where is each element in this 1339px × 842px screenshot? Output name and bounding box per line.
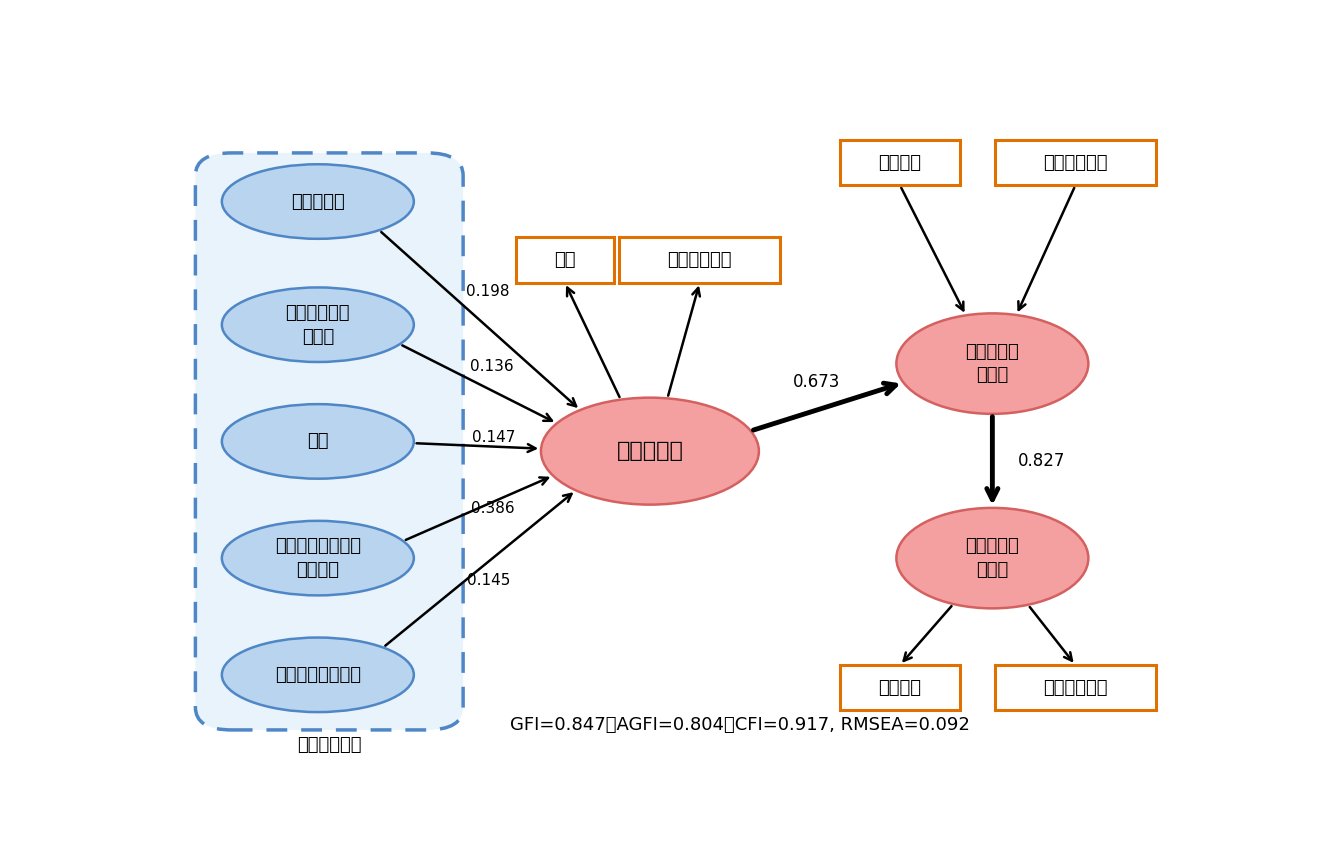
Text: 観戦ロイヤ
ルティ: 観戦ロイヤ ルティ [965, 537, 1019, 579]
Text: 応援推奨意向: 応援推奨意向 [1043, 153, 1107, 172]
Text: 0.147: 0.147 [473, 430, 516, 445]
FancyBboxPatch shape [620, 237, 781, 283]
Text: 0.386: 0.386 [470, 501, 514, 516]
Text: 観戦意向: 観戦意向 [878, 679, 921, 697]
Text: 理想への近さ: 理想への近さ [667, 251, 732, 269]
Text: 0.827: 0.827 [1019, 452, 1066, 470]
FancyBboxPatch shape [995, 665, 1156, 711]
Text: 観戦推奨意向: 観戦推奨意向 [1043, 679, 1107, 697]
Text: 0.198: 0.198 [466, 284, 509, 299]
FancyBboxPatch shape [995, 140, 1156, 185]
FancyBboxPatch shape [516, 237, 615, 283]
Text: 応援意向: 応援意向 [878, 153, 921, 172]
Text: 0.136: 0.136 [470, 360, 513, 374]
Ellipse shape [896, 508, 1089, 609]
Ellipse shape [222, 287, 414, 362]
Text: 満足: 満足 [554, 251, 576, 269]
Ellipse shape [222, 521, 414, 595]
Text: チーム成績: チーム成績 [291, 193, 344, 210]
Ellipse shape [222, 404, 414, 479]
Text: ファンサービス・
地域貢献: ファンサービス・ 地域貢献 [274, 537, 360, 579]
Ellipse shape [222, 637, 414, 712]
FancyBboxPatch shape [195, 153, 463, 730]
Text: 0.673: 0.673 [793, 372, 841, 391]
Text: 総合満足度: 総合満足度 [616, 441, 683, 461]
Text: 球場: 球場 [307, 433, 328, 450]
Text: ユニホーム・ロゴ: ユニホーム・ロゴ [274, 666, 360, 684]
Text: GFI=0.847，AGFI=0.804，CFI=0.917, RMSEA=0.092: GFI=0.847，AGFI=0.804，CFI=0.917, RMSEA=0.… [510, 716, 969, 733]
Text: 0.145: 0.145 [467, 573, 510, 588]
FancyBboxPatch shape [841, 140, 960, 185]
Ellipse shape [222, 164, 414, 239]
FancyBboxPatch shape [841, 665, 960, 711]
Text: 応援ロイヤ
ルティ: 応援ロイヤ ルティ [965, 343, 1019, 385]
Text: サービス品質: サービス品質 [297, 737, 362, 754]
Ellipse shape [896, 313, 1089, 414]
Ellipse shape [541, 397, 759, 504]
Text: チーム・選手
の魅力: チーム・選手 の魅力 [285, 304, 349, 345]
